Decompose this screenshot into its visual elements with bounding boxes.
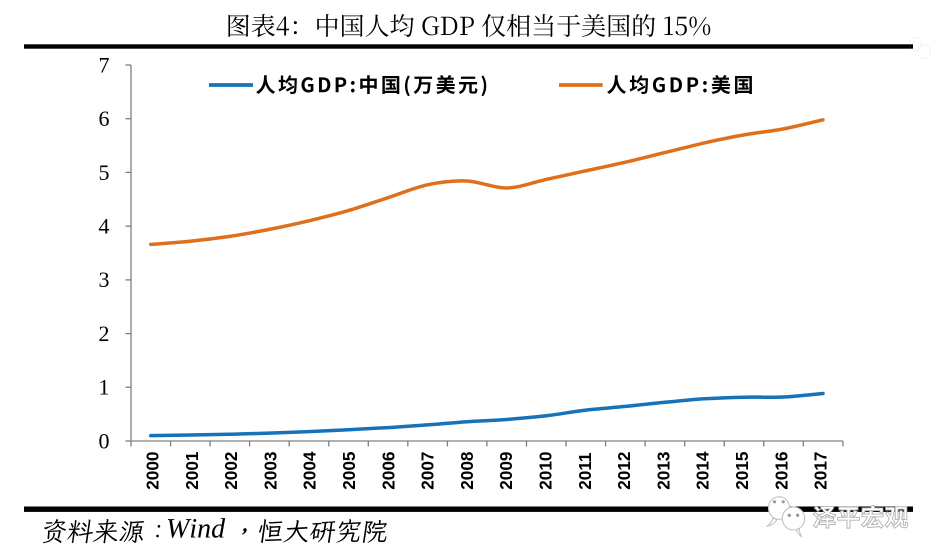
svg-text:6: 6 (99, 106, 110, 131)
svg-text:5: 5 (99, 160, 110, 185)
svg-text:0: 0 (99, 428, 110, 453)
svg-text:2006: 2006 (378, 452, 398, 490)
svg-text:2012: 2012 (614, 452, 634, 490)
svg-text:2000: 2000 (143, 452, 163, 490)
svg-text:2014: 2014 (693, 451, 713, 490)
svg-text:2005: 2005 (339, 451, 359, 490)
svg-text:2008: 2008 (457, 451, 477, 490)
svg-text:2011: 2011 (575, 452, 595, 490)
svg-text:2013: 2013 (653, 452, 673, 490)
svg-text:2001: 2001 (182, 451, 202, 490)
svg-text:7: 7 (99, 52, 110, 77)
svg-text:2004: 2004 (300, 451, 320, 490)
svg-text:1: 1 (99, 375, 110, 400)
svg-text:4: 4 (99, 214, 110, 239)
svg-text:2017: 2017 (811, 452, 831, 490)
svg-text:3: 3 (99, 267, 110, 292)
svg-text:2: 2 (99, 321, 110, 346)
svg-text:2010: 2010 (536, 452, 556, 490)
svg-text:2007: 2007 (418, 452, 438, 490)
svg-text:2002: 2002 (221, 452, 241, 490)
svg-text:2016: 2016 (771, 452, 791, 490)
svg-text:2009: 2009 (496, 452, 516, 490)
svg-text:2003: 2003 (260, 452, 280, 490)
svg-text:2015: 2015 (732, 451, 752, 490)
